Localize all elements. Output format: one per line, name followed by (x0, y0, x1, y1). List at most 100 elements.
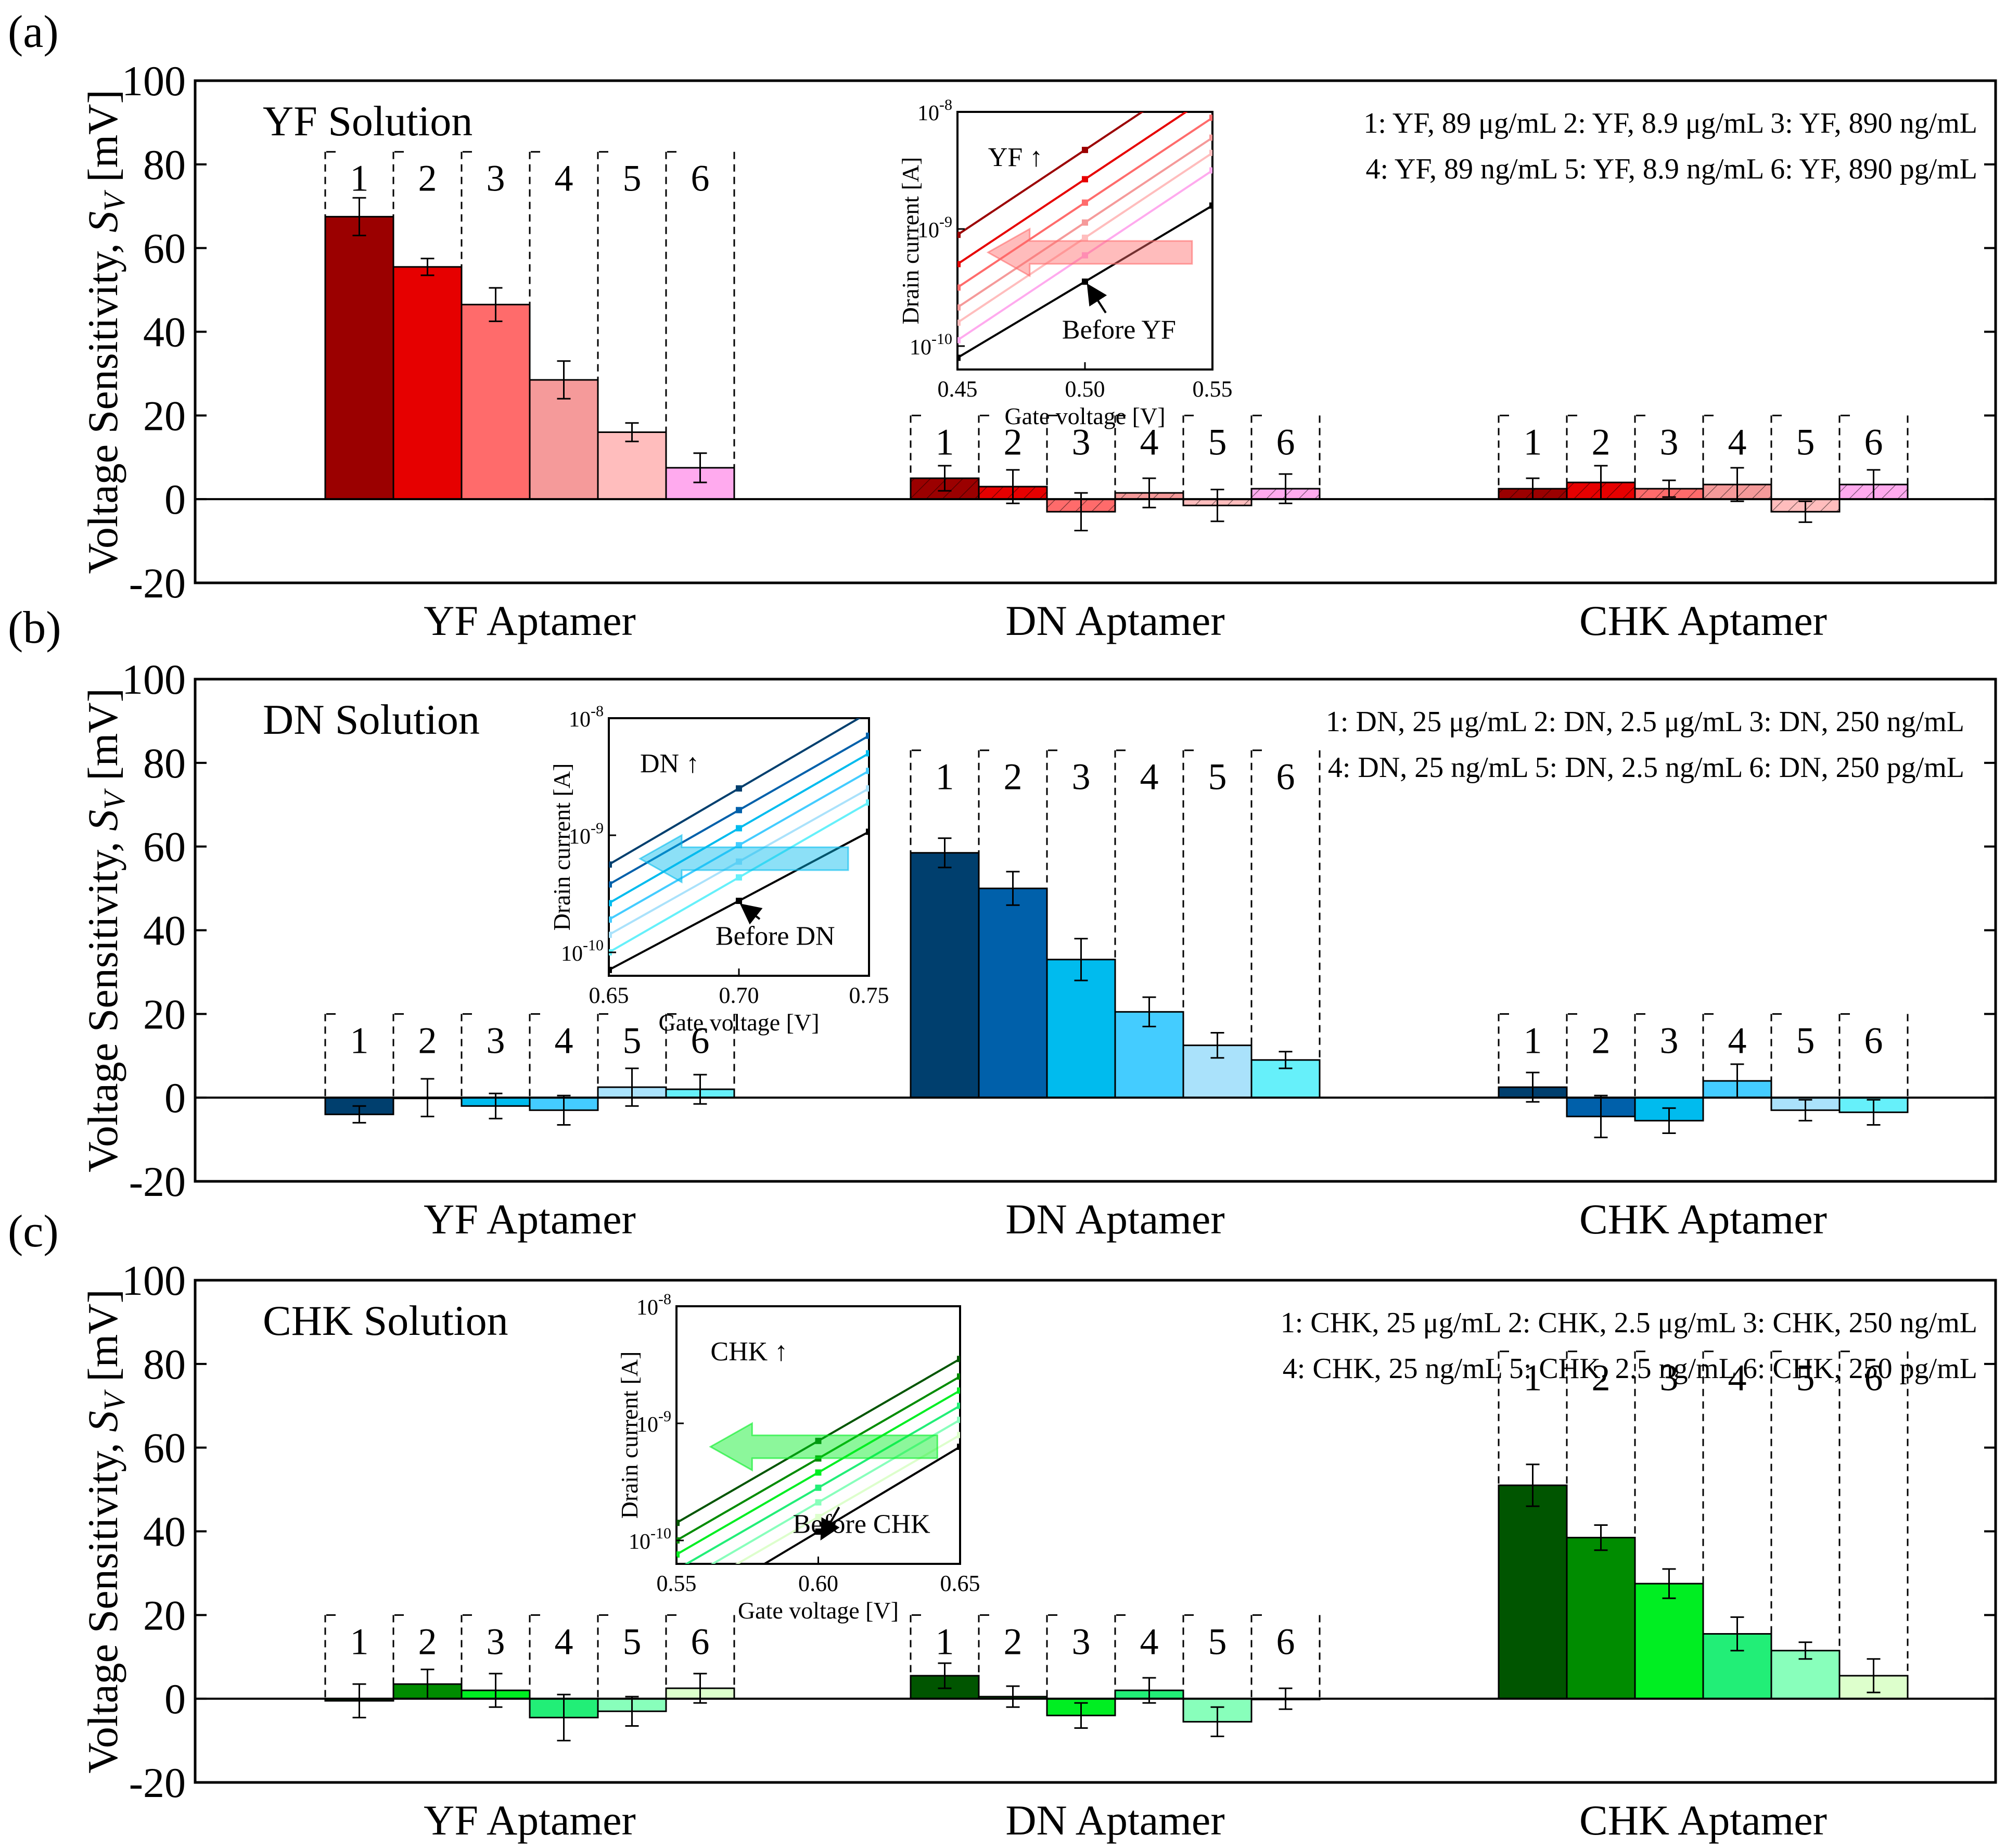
bar-number-label: 2 (418, 1621, 437, 1662)
inset-marker (866, 709, 872, 716)
inset-pointer-arrow (1087, 283, 1107, 314)
bar-number-label: 1 (1524, 421, 1542, 463)
bar-number-label: 3 (1072, 756, 1091, 798)
inset-pointer-arrow (820, 1507, 840, 1541)
bar-number-label: 6 (1864, 1019, 1883, 1061)
bar-number-label: 5 (623, 1019, 642, 1061)
bar-number-label: 4 (555, 158, 573, 199)
y-tick-label: 80 (143, 740, 186, 787)
y-tick-label: 40 (143, 1508, 186, 1556)
panel-title: DN Solution (263, 696, 480, 743)
y-tick-label: 100 (122, 656, 186, 703)
inset-marker (957, 354, 961, 361)
y-tick-label: 80 (143, 1341, 186, 1388)
inset-marker (866, 750, 869, 757)
inset-marker (676, 1520, 680, 1526)
bar-number-label: 6 (1864, 1357, 1883, 1399)
y-tick-label: 20 (143, 392, 186, 439)
inset-before-label: Before DN (715, 922, 835, 951)
inset-y-tick-label: 10-8 (917, 96, 952, 125)
inset-plot: 0.65 0.70 0.75 10-8 10-9 10-10 Gate voltage [V… (548, 703, 889, 1036)
inset-marker (736, 825, 742, 832)
bar-number-label: 4 (555, 1621, 573, 1662)
inset-marker (1209, 114, 1212, 121)
inset-y-label: Drain current [A] (616, 1352, 643, 1519)
y-tick-label: 60 (143, 225, 186, 272)
inset-marker (957, 1373, 960, 1380)
inset-marker (1082, 252, 1088, 259)
group-label: CHK Aptamer (1579, 597, 1827, 644)
bar-number-label: 3 (1660, 1357, 1679, 1399)
inset-arrow-label: YF ↑ (988, 143, 1043, 172)
bar-number-label: 4 (1728, 1019, 1747, 1061)
inset-x-tick-label: 0.65 (940, 1571, 980, 1596)
group-label: YF Aptamer (424, 1195, 636, 1243)
bar-number-label: 2 (1592, 1357, 1611, 1399)
bar-group-1: 1 2 3 4 5 6 (324, 1013, 735, 1126)
inset-marker (866, 799, 869, 806)
inset-pointer-arrow (739, 903, 763, 925)
bar (1634, 1583, 1704, 1700)
bar-number-label: 2 (1004, 756, 1023, 798)
y-tick-label: 20 (143, 990, 186, 1038)
inset-marker (1209, 167, 1212, 174)
y-tick-label: 80 (143, 141, 186, 188)
inset-marker (1082, 234, 1088, 241)
bar-number-label: 6 (691, 1019, 710, 1061)
bar-number-label: 4 (1728, 421, 1747, 463)
inset-marker (957, 1387, 960, 1394)
bar (910, 852, 980, 1099)
inset-arrow-label: DN ↑ (640, 749, 699, 779)
bar-number-label: 6 (1276, 421, 1295, 463)
legend-line: 1: DN, 25 μg/mL 2: DN, 2.5 μg/mL 3: DN, … (1326, 706, 1964, 738)
bar (1566, 1537, 1636, 1700)
bar-number-label: 4 (1728, 1357, 1747, 1399)
inset-lines (609, 709, 872, 973)
inset-marker (1209, 134, 1212, 141)
y-tick-label: -20 (129, 559, 186, 607)
inset-shift-arrow (986, 227, 1193, 277)
bar (597, 431, 667, 500)
y-tick-label: 20 (143, 1591, 186, 1639)
inset-marker (957, 1444, 960, 1450)
inset-y-label: Drain current [A] (548, 763, 575, 931)
bar-number-label: 3 (1072, 1621, 1091, 1662)
bar-number-label: 1 (936, 421, 954, 463)
inset-marker (736, 898, 742, 904)
bar-number-label: 5 (1796, 421, 1815, 463)
y-tick-label: 0 (164, 476, 186, 523)
bar-number-label: 3 (1660, 421, 1679, 463)
inset-marker (866, 785, 869, 792)
bar (1498, 1484, 1568, 1700)
inset-y-tick-label: 10-9 (917, 213, 952, 243)
inset-marker (1082, 278, 1088, 285)
bar-number-label: 5 (1208, 421, 1227, 463)
bar (324, 215, 394, 500)
y-tick-label: -20 (129, 1158, 186, 1205)
inset-x-tick-label: 0.65 (589, 983, 629, 1008)
inset-plot: 0.55 0.60 0.65 10-8 10-9 10-10 Gate voltage [V… (616, 1291, 980, 1624)
panel-title: CHK Solution (263, 1297, 508, 1344)
inset-y-tick-label: 10-9 (636, 1408, 671, 1437)
group-label: DN Aptamer (1005, 597, 1224, 644)
y-axis-label: Voltage Sensitivity, SV [mV] (79, 90, 131, 574)
y-axis-label: Voltage Sensitivity, SV [mV] (79, 688, 131, 1172)
inset-marker (815, 1514, 822, 1520)
y-tick-label: -20 (129, 1759, 186, 1806)
plot-frame (194, 79, 1997, 584)
bar-number-label: 1 (350, 1621, 369, 1662)
inset-x-tick-label: 0.45 (938, 376, 978, 402)
inset-marker (736, 807, 742, 813)
inset-y-tick-label: 10-9 (569, 820, 604, 849)
bar-number-label: 4 (1140, 1621, 1159, 1662)
inset-y-tick-label: 10-10 (629, 1525, 671, 1554)
bar-group-3: 1 2 3 4 5 6 (1498, 414, 1909, 523)
bar-number-label: 4 (1140, 756, 1159, 798)
bar-number-label: 1 (350, 158, 369, 199)
inset-y-tick-label: 10-10 (910, 330, 952, 360)
legend-line: 4: CHK, 25 ng/mL 5: CHK, 2.5 ng/mL 6: CH… (1283, 1353, 1977, 1385)
bar-number-label: 6 (691, 158, 710, 199)
bar-number-label: 6 (1276, 756, 1295, 798)
bar-number-label: 5 (623, 1621, 642, 1662)
inset-marker (609, 861, 612, 868)
